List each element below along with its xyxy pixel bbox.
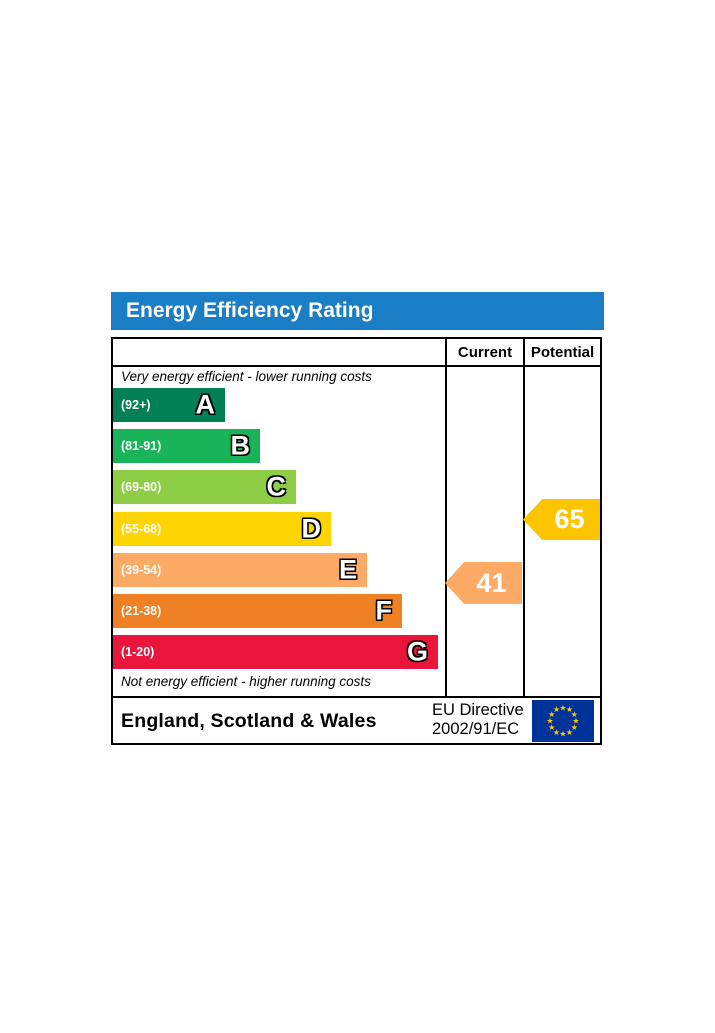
chart-title: Energy Efficiency Rating	[126, 299, 374, 322]
eu-directive-line2: 2002/91/EC	[432, 720, 520, 738]
svg-text:★: ★	[546, 717, 553, 726]
svg-text:★: ★	[571, 723, 578, 732]
band-row-g: (1-20) G	[113, 635, 438, 669]
band-row-a: (92+) A	[113, 388, 225, 422]
potential-column-header: Potential	[530, 344, 595, 361]
eu-flag-icon: ★ ★ ★ ★ ★ ★ ★ ★ ★ ★ ★ ★	[532, 700, 594, 742]
svg-text:★: ★	[572, 717, 579, 726]
energy-efficiency-rating-chart: Energy Efficiency Rating Current Potenti…	[111, 292, 604, 745]
band-letter: G	[406, 636, 428, 667]
svg-text:★: ★	[559, 730, 566, 739]
band-letter: F	[375, 595, 393, 626]
band-row-b: (81-91) B	[113, 429, 260, 463]
footer-divider	[113, 696, 600, 698]
potential-rating-arrow: 65	[523, 499, 600, 540]
current-column-header: Current	[457, 344, 513, 361]
eu-directive-line1: EU Directive	[432, 701, 524, 719]
band-range-label: (69-80)	[121, 480, 162, 494]
band-row-c: (69-80) C	[113, 470, 296, 504]
band-row-e: (39-54) E	[113, 553, 367, 587]
eu-directive-label: EU Directive 2002/91/EC	[432, 701, 530, 739]
band-range-label: (21-38)	[121, 604, 162, 618]
band-letter: A	[195, 389, 216, 420]
svg-text:★: ★	[553, 728, 560, 737]
svg-text:★: ★	[566, 705, 573, 714]
band-range-label: (1-20)	[121, 645, 155, 659]
column-divider-current	[445, 339, 447, 698]
band-letter: C	[266, 471, 287, 502]
band-letter: D	[301, 513, 322, 544]
chart-title-bar: Energy Efficiency Rating	[111, 292, 604, 330]
band-letter: B	[230, 430, 251, 461]
header-divider	[113, 365, 600, 367]
band-row-d: (55-68) D	[113, 512, 331, 546]
top-note: Very energy efficient - lower running co…	[121, 369, 372, 384]
band-range-label: (92+)	[121, 398, 151, 412]
bottom-note: Not energy efficient - higher running co…	[121, 674, 371, 689]
svg-text:★: ★	[548, 710, 555, 719]
rating-table: Current Potential Very energy efficient …	[111, 337, 602, 745]
svg-text:★: ★	[571, 710, 578, 719]
band-range-label: (81-91)	[121, 439, 162, 453]
band-range-label: (39-54)	[121, 563, 162, 577]
region-label: England, Scotland & Wales	[121, 710, 377, 732]
band-row-f: (21-38) F	[113, 594, 402, 628]
current-rating-arrow: 41	[445, 562, 522, 604]
band-letter: E	[338, 554, 357, 585]
svg-text:★: ★	[566, 728, 573, 737]
svg-text:★: ★	[548, 723, 555, 732]
svg-text:★: ★	[559, 704, 566, 713]
band-range-label: (55-68)	[121, 522, 162, 536]
svg-text:★: ★	[553, 705, 560, 714]
